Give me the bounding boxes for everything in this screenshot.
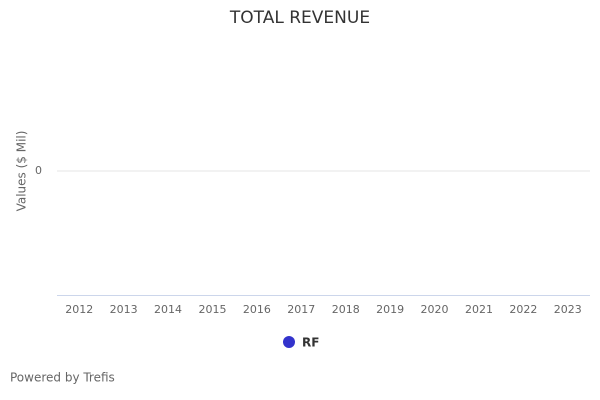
x-tick-label: 2016 xyxy=(243,303,271,316)
x-tick-label: 2018 xyxy=(332,303,360,316)
x-tick-label: 2013 xyxy=(110,303,138,316)
legend-label: RF xyxy=(302,336,319,350)
y-tick-label: 0 xyxy=(35,164,42,177)
x-tick-label: 2022 xyxy=(509,303,537,316)
credits: Powered by Trefis xyxy=(10,371,115,385)
x-tick-label: 2012 xyxy=(65,303,93,316)
chart-title: TOTAL REVENUE xyxy=(229,8,370,28)
x-tick-label: 2014 xyxy=(154,303,182,316)
x-tick-label: 2021 xyxy=(465,303,493,316)
x-tick-label: 2020 xyxy=(421,303,449,316)
y-axis-label: Values ($ Mil) xyxy=(15,131,29,212)
x-tick-label: 2015 xyxy=(198,303,226,316)
x-tick-label: 2017 xyxy=(287,303,315,316)
x-tick-label: 2019 xyxy=(376,303,404,316)
x-tick-label: 2023 xyxy=(554,303,582,316)
legend-marker xyxy=(283,336,295,348)
